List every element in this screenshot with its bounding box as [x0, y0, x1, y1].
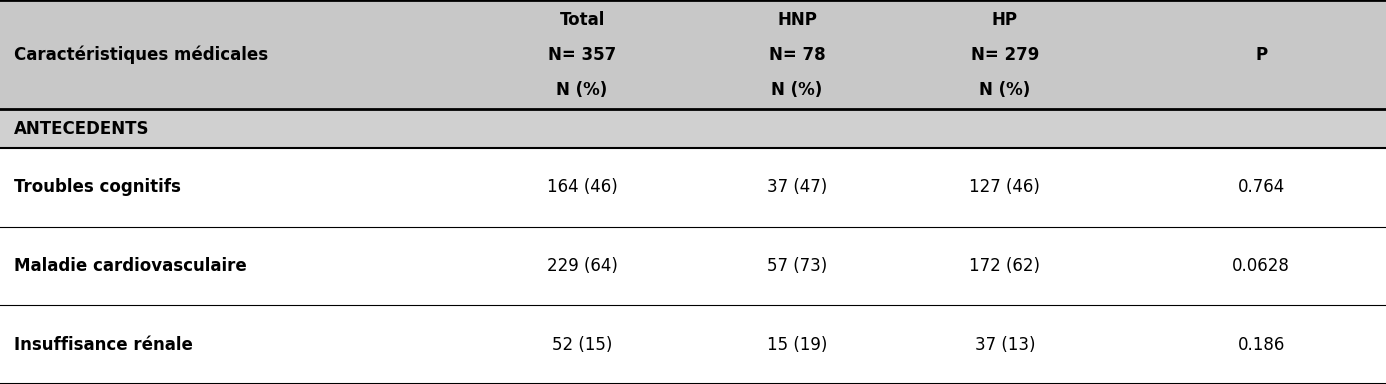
Text: 0.764: 0.764 — [1238, 178, 1285, 196]
Text: HP: HP — [992, 11, 1017, 29]
Bar — [0, 305, 1386, 384]
Text: 15 (19): 15 (19) — [766, 336, 827, 354]
Text: Total: Total — [560, 11, 604, 29]
Text: 229 (64): 229 (64) — [546, 257, 618, 275]
Text: Maladie cardiovasculaire: Maladie cardiovasculaire — [14, 257, 247, 275]
Text: 0.0628: 0.0628 — [1232, 257, 1290, 275]
Text: N (%): N (%) — [557, 81, 607, 99]
Text: 57 (73): 57 (73) — [766, 257, 827, 275]
Text: Troubles cognitifs: Troubles cognitifs — [14, 178, 180, 196]
Text: ANTECEDENTS: ANTECEDENTS — [14, 120, 150, 137]
Bar — [0, 109, 1386, 148]
Text: 37 (47): 37 (47) — [766, 178, 827, 196]
Text: Insuffisance rénale: Insuffisance rénale — [14, 336, 193, 354]
Text: N (%): N (%) — [772, 81, 822, 99]
Text: N= 78: N= 78 — [769, 46, 825, 64]
Text: HNP: HNP — [778, 11, 816, 29]
Text: 164 (46): 164 (46) — [546, 178, 618, 196]
Text: 52 (15): 52 (15) — [552, 336, 613, 354]
Text: Caractéristiques médicales: Caractéristiques médicales — [14, 45, 267, 64]
Text: 37 (13): 37 (13) — [974, 336, 1035, 354]
Text: 127 (46): 127 (46) — [969, 178, 1041, 196]
Text: N (%): N (%) — [980, 81, 1030, 99]
Bar — [0, 0, 1386, 109]
Text: 172 (62): 172 (62) — [969, 257, 1041, 275]
Text: N= 357: N= 357 — [547, 46, 617, 64]
Text: 0.186: 0.186 — [1238, 336, 1285, 354]
Bar — [0, 148, 1386, 227]
Text: P: P — [1256, 46, 1267, 64]
Bar — [0, 227, 1386, 305]
Text: N= 279: N= 279 — [970, 46, 1040, 64]
